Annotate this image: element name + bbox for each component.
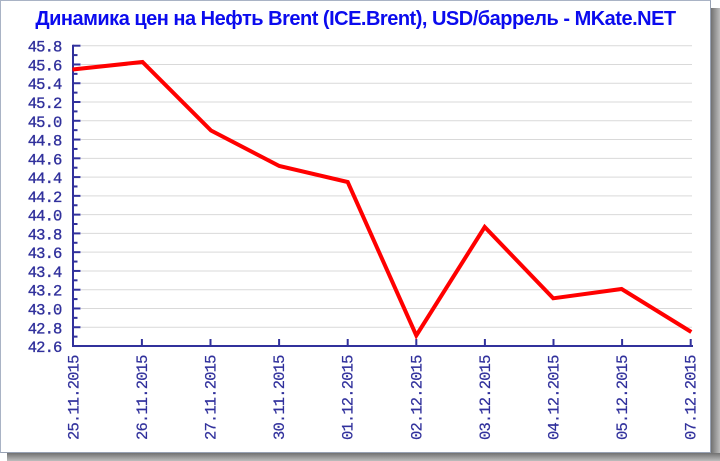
svg-text:43.8: 43.8 (28, 226, 62, 244)
svg-text:02.12.2015: 02.12.2015 (408, 355, 426, 440)
svg-text:45.4: 45.4 (28, 76, 62, 94)
svg-text:45.8: 45.8 (28, 39, 62, 57)
svg-text:05.12.2015: 05.12.2015 (614, 355, 632, 440)
svg-text:03.12.2015: 03.12.2015 (477, 355, 495, 440)
svg-text:45.2: 45.2 (28, 95, 62, 113)
svg-text:30.11.2015: 30.11.2015 (271, 355, 289, 440)
svg-text:27.11.2015: 27.11.2015 (203, 355, 221, 440)
svg-text:42.6: 42.6 (28, 339, 62, 357)
svg-text:26.11.2015: 26.11.2015 (134, 355, 152, 440)
svg-text:01.12.2015: 01.12.2015 (340, 355, 358, 440)
svg-text:45.0: 45.0 (28, 114, 62, 132)
svg-text:44.4: 44.4 (28, 170, 62, 188)
svg-text:43.2: 43.2 (28, 283, 62, 301)
svg-text:44.2: 44.2 (28, 189, 62, 207)
svg-text:44.6: 44.6 (28, 151, 62, 169)
svg-text:43.0: 43.0 (28, 301, 62, 319)
svg-text:44.0: 44.0 (28, 208, 62, 226)
svg-text:42.8: 42.8 (28, 320, 62, 338)
svg-text:07.12.2015: 07.12.2015 (683, 355, 701, 440)
svg-text:43.6: 43.6 (28, 245, 62, 263)
svg-text:25.11.2015: 25.11.2015 (65, 355, 83, 440)
svg-text:04.12.2015: 04.12.2015 (546, 355, 564, 440)
svg-text:43.4: 43.4 (28, 264, 62, 282)
svg-text:45.6: 45.6 (28, 57, 62, 75)
svg-text:44.8: 44.8 (28, 133, 62, 151)
